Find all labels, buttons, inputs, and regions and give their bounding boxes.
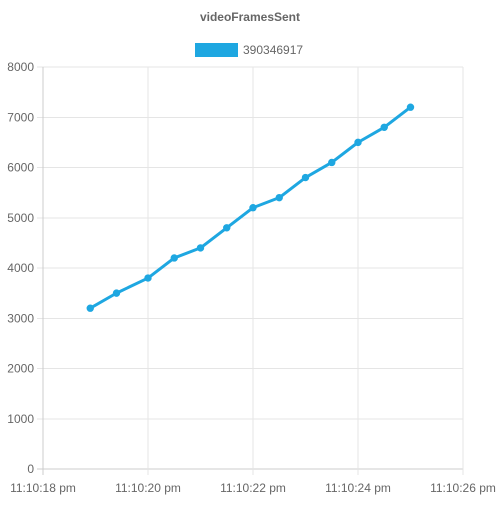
x-tick-label: 11:10:26 pm xyxy=(430,481,496,495)
legend[interactable]: 390346917 xyxy=(195,43,303,57)
x-tick-label: 11:10:22 pm xyxy=(220,481,286,495)
data-point[interactable] xyxy=(406,103,415,111)
data-point[interactable] xyxy=(380,123,388,132)
y-tick-label: 7000 xyxy=(7,110,34,124)
x-tick-label: 11:10:24 pm xyxy=(325,481,391,495)
data-point[interactable] xyxy=(301,173,310,182)
data-point[interactable] xyxy=(223,224,231,232)
data-point[interactable] xyxy=(112,289,121,297)
y-tick-label: 0 xyxy=(27,462,34,476)
y-tick-label: 3000 xyxy=(7,311,34,325)
legend-label-390346917[interactable]: 390346917 xyxy=(243,43,303,57)
series-layer xyxy=(86,103,415,312)
x-tick-label: 11:10:18 pm xyxy=(10,481,76,495)
chart-title: videoFramesSent xyxy=(200,10,300,24)
y-tick-label: 5000 xyxy=(7,211,34,225)
data-point[interactable] xyxy=(144,274,152,282)
data-point[interactable] xyxy=(86,304,94,312)
axis-layer: 0 1000 2000 3000 4000 5000 6000 7000 8000 11:10:1… xyxy=(7,60,496,495)
data-point[interactable] xyxy=(354,138,362,147)
legend-swatch-390346917[interactable] xyxy=(195,43,238,57)
data-point[interactable] xyxy=(196,244,205,252)
data-point[interactable] xyxy=(328,158,336,167)
grid-layer xyxy=(37,66,464,475)
data-point[interactable] xyxy=(275,193,283,202)
x-tick-label: 11:10:20 pm xyxy=(115,481,181,495)
y-tick-label: 8000 xyxy=(7,60,34,74)
data-point[interactable] xyxy=(249,204,257,212)
data-point[interactable] xyxy=(170,254,178,262)
y-tick-label: 6000 xyxy=(7,161,34,175)
y-tick-label: 4000 xyxy=(7,261,34,275)
y-tick-label: 1000 xyxy=(7,412,34,426)
y-tick-label: 2000 xyxy=(7,362,34,376)
